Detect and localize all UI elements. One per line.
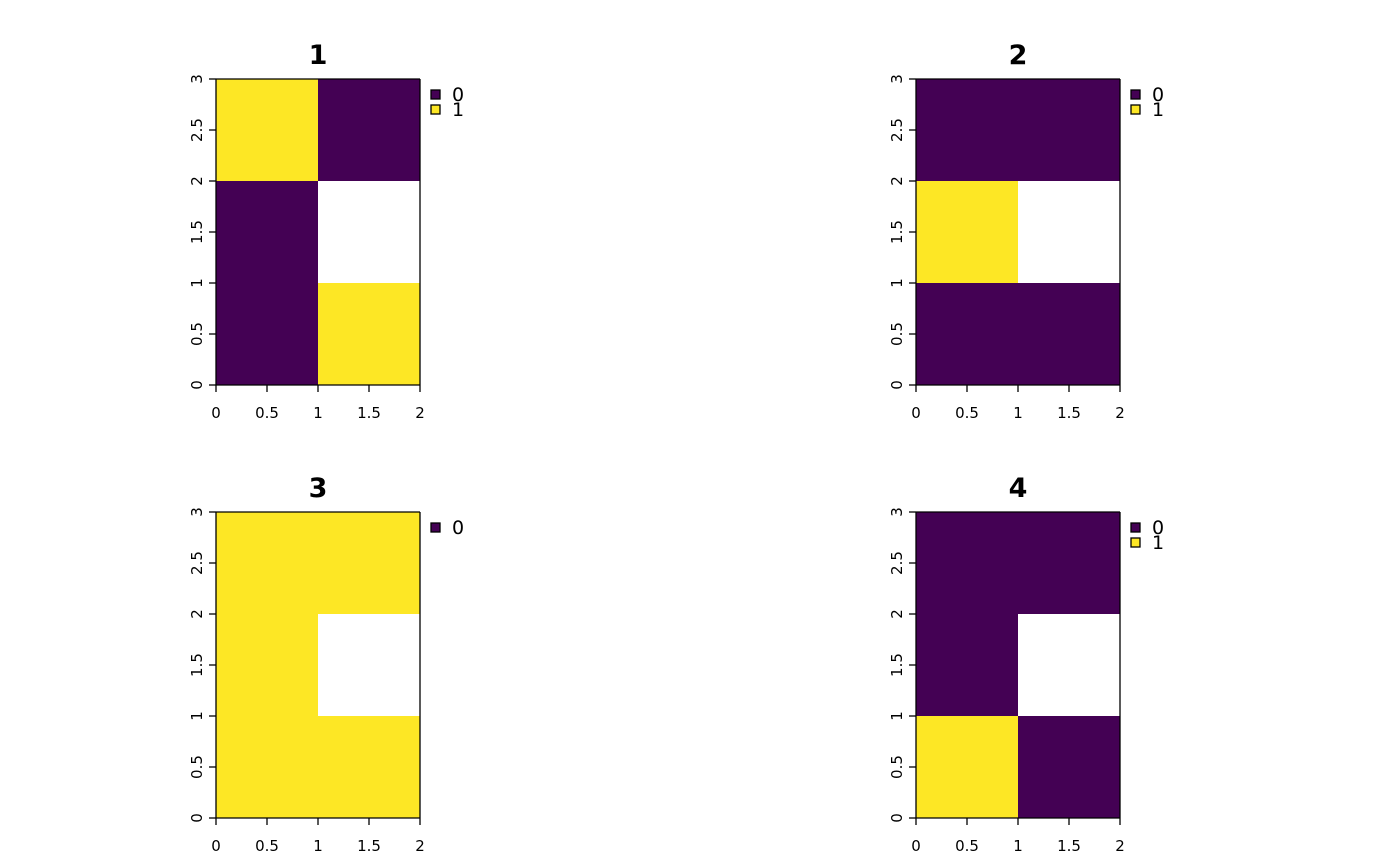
y-tick-label: 2.5 — [888, 118, 906, 142]
legend-swatch — [1130, 89, 1141, 100]
x-tick-label: 0.5 — [255, 837, 279, 855]
raster-cell — [1018, 614, 1121, 717]
raster-cell — [318, 79, 421, 182]
legend-swatch — [430, 522, 441, 533]
y-tick-label: 0 — [888, 380, 906, 390]
raster-cell — [916, 79, 1019, 182]
x-tick-label: 0 — [911, 404, 921, 422]
x-tick-label: 1.5 — [357, 837, 381, 855]
y-tick-label: 3 — [188, 507, 206, 517]
y-tick-label: 2.5 — [188, 118, 206, 142]
x-tick-label: 2 — [415, 837, 425, 855]
y-tick-label: 3 — [888, 74, 906, 84]
y-tick-label: 0 — [888, 813, 906, 823]
raster-cell — [916, 512, 1019, 615]
legend-swatch — [430, 89, 441, 100]
x-tick-label: 2 — [415, 404, 425, 422]
raster-cell — [318, 181, 421, 284]
y-tick-label: 1.5 — [888, 653, 906, 677]
legend-label: 1 — [1152, 532, 1164, 554]
x-tick-label: 2 — [1115, 404, 1125, 422]
x-tick-label: 2 — [1115, 837, 1125, 855]
raster-cell — [216, 512, 319, 615]
raster-cell — [318, 283, 421, 386]
legend-label: 0 — [1152, 517, 1164, 539]
raster-cell — [216, 614, 319, 717]
y-tick-label: 0.5 — [888, 322, 906, 346]
x-tick-label: 1 — [313, 404, 323, 422]
legend-label: 1 — [452, 99, 464, 121]
legend-label: 0 — [1152, 84, 1164, 106]
y-tick-label: 0.5 — [888, 755, 906, 779]
y-tick-label: 1 — [888, 711, 906, 721]
y-tick-label: 2.5 — [188, 551, 206, 575]
x-tick-label: 1 — [1013, 404, 1023, 422]
raster-cell — [216, 716, 319, 819]
x-tick-label: 1.5 — [1057, 837, 1081, 855]
legend-swatch — [1130, 537, 1141, 548]
y-tick-label: 0 — [188, 380, 206, 390]
panel-title: 1 — [309, 40, 328, 71]
y-tick-label: 0 — [188, 813, 206, 823]
y-tick-label: 1.5 — [188, 220, 206, 244]
y-tick-label: 1.5 — [888, 220, 906, 244]
x-tick-label: 0 — [211, 404, 221, 422]
y-tick-label: 3 — [888, 507, 906, 517]
y-tick-label: 0.5 — [188, 755, 206, 779]
legend-swatch — [1130, 104, 1141, 115]
panel-title: 4 — [1009, 473, 1028, 504]
raster-cell — [318, 512, 421, 615]
x-tick-label: 0 — [911, 837, 921, 855]
y-tick-label: 3 — [188, 74, 206, 84]
y-tick-label: 2.5 — [888, 551, 906, 575]
y-tick-label: 0.5 — [188, 322, 206, 346]
y-tick-label: 1 — [888, 278, 906, 288]
legend-label: 0 — [452, 84, 464, 106]
x-tick-label: 0 — [211, 837, 221, 855]
raster-cell — [318, 716, 421, 819]
x-tick-label: 0.5 — [955, 404, 979, 422]
raster-cell — [1018, 512, 1121, 615]
y-tick-label: 2 — [888, 176, 906, 186]
legend-swatch — [430, 104, 441, 115]
x-tick-label: 1 — [1013, 837, 1023, 855]
raster-cell — [216, 79, 319, 182]
raster-cell — [216, 181, 319, 284]
raster-cell — [916, 716, 1019, 819]
raster-cell — [318, 614, 421, 717]
raster-cell — [216, 283, 319, 386]
x-tick-label: 0.5 — [955, 837, 979, 855]
y-tick-label: 2 — [188, 609, 206, 619]
x-tick-label: 0.5 — [255, 404, 279, 422]
y-tick-label: 2 — [888, 609, 906, 619]
x-tick-label: 1 — [313, 837, 323, 855]
y-tick-label: 1.5 — [188, 653, 206, 677]
legend-label: 1 — [1152, 99, 1164, 121]
raster-cell — [916, 614, 1019, 717]
panel-title: 3 — [309, 473, 328, 504]
legend-swatch — [1130, 522, 1141, 533]
y-tick-label: 2 — [188, 176, 206, 186]
raster-cell — [1018, 716, 1121, 819]
raster-cell — [1018, 181, 1121, 284]
y-tick-label: 1 — [188, 278, 206, 288]
x-tick-label: 1.5 — [1057, 404, 1081, 422]
y-tick-label: 1 — [188, 711, 206, 721]
raster-cell — [1018, 79, 1121, 182]
legend-label: 0 — [452, 517, 464, 539]
x-tick-label: 1.5 — [357, 404, 381, 422]
panel-3: 3 0 0.5 1 1.5 2 0 0.5 1 1.5 2 2.5 3 0 — [188, 473, 464, 855]
raster-cell — [916, 283, 1019, 386]
raster-cell — [916, 181, 1019, 284]
raster-cell — [1018, 283, 1121, 386]
panel-title: 2 — [1009, 40, 1028, 71]
